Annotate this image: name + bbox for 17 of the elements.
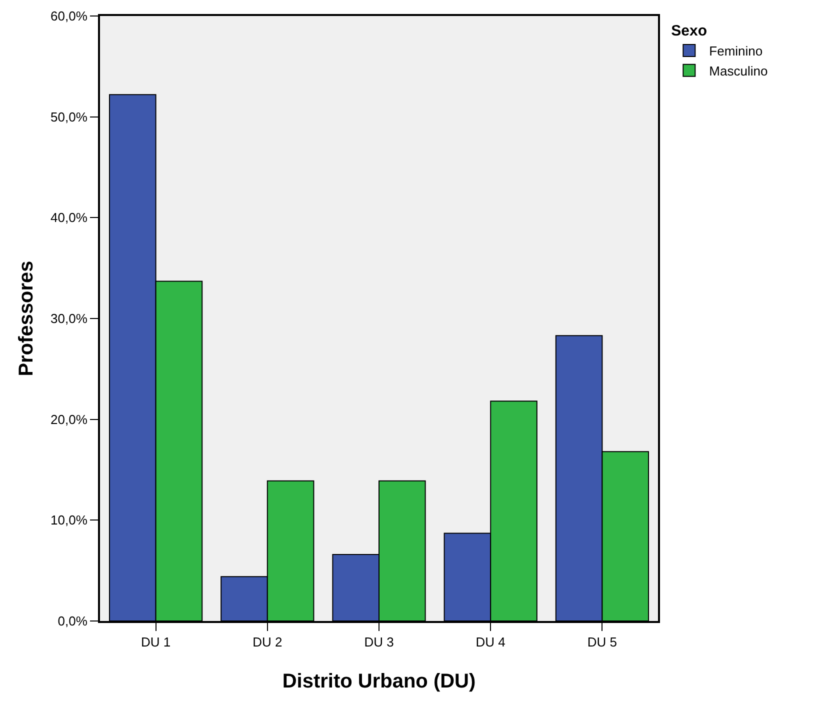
y-tick-label: 40,0% — [50, 210, 88, 226]
y-tick-label: 60,0% — [50, 8, 88, 24]
legend-title: Sexo — [671, 22, 708, 40]
y-tick-label: 30,0% — [50, 311, 88, 326]
legend-label: Feminino — [709, 44, 763, 59]
x-tick-label: DU 3 — [364, 634, 394, 650]
y-axis-title: Professores — [16, 260, 38, 376]
y-tick-label: 20,0% — [50, 412, 88, 427]
legend-label: Masculino — [709, 63, 768, 78]
x-axis-title: Distrito Urbano (DU) — [282, 670, 476, 693]
x-tick-label: DU 5 — [587, 634, 618, 650]
x-tick-label: DU 4 — [476, 634, 506, 650]
y-tick-label: 10,0% — [50, 512, 88, 528]
y-tick-label: 50,0% — [50, 109, 88, 124]
x-tick-label: DU 2 — [252, 634, 282, 650]
x-tick-label: DU 1 — [140, 634, 171, 650]
y-tick-label: 0,0% — [58, 614, 88, 629]
